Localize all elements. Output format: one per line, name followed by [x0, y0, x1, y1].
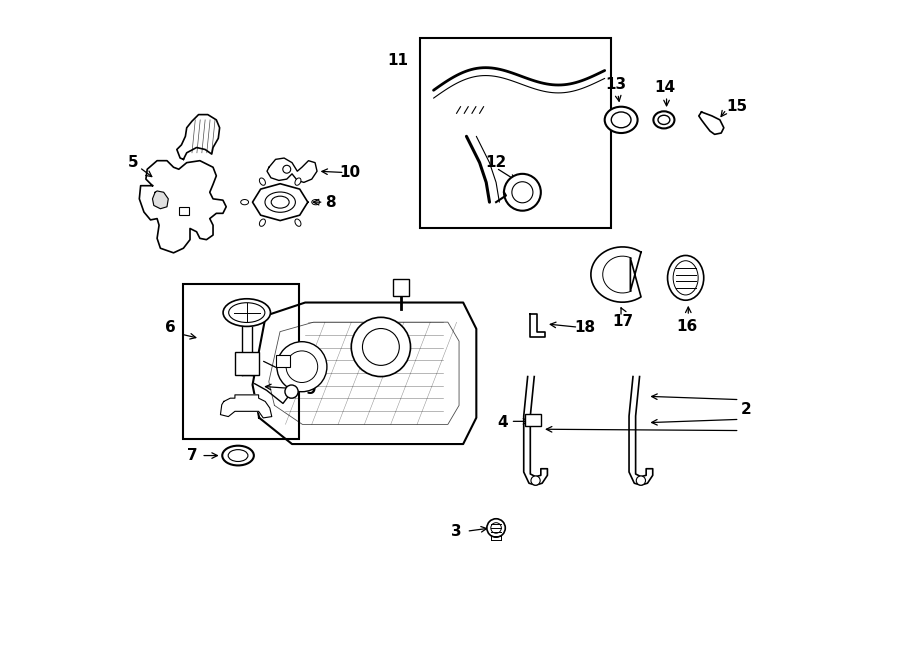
Bar: [420, 38, 611, 229]
Ellipse shape: [295, 219, 301, 226]
Circle shape: [512, 182, 533, 203]
Bar: [525, 414, 541, 426]
Circle shape: [351, 317, 410, 377]
Text: 10: 10: [339, 165, 361, 180]
Polygon shape: [140, 161, 226, 253]
Polygon shape: [629, 377, 652, 485]
Ellipse shape: [259, 219, 266, 226]
Ellipse shape: [673, 260, 698, 295]
Text: 14: 14: [654, 80, 676, 95]
Ellipse shape: [265, 192, 295, 212]
Circle shape: [285, 385, 298, 398]
Circle shape: [283, 165, 291, 173]
Text: 2: 2: [741, 402, 751, 417]
Polygon shape: [220, 395, 272, 418]
Circle shape: [363, 329, 400, 366]
Circle shape: [487, 519, 505, 537]
Ellipse shape: [311, 200, 320, 205]
Bar: [275, 355, 290, 367]
Ellipse shape: [222, 446, 254, 465]
Text: 18: 18: [574, 320, 596, 334]
Text: 11: 11: [388, 53, 409, 68]
Text: 7: 7: [186, 448, 197, 463]
Text: 15: 15: [726, 99, 748, 114]
Text: 5: 5: [128, 155, 138, 170]
Circle shape: [277, 342, 327, 392]
Polygon shape: [591, 247, 641, 302]
Ellipse shape: [223, 299, 271, 327]
Ellipse shape: [295, 178, 301, 185]
Circle shape: [491, 523, 501, 533]
Bar: [392, 280, 409, 296]
Polygon shape: [253, 184, 308, 221]
Polygon shape: [152, 191, 168, 209]
Ellipse shape: [658, 115, 670, 124]
Bar: [179, 207, 189, 215]
Polygon shape: [530, 314, 544, 337]
Ellipse shape: [259, 178, 266, 185]
Circle shape: [286, 351, 318, 383]
Polygon shape: [267, 158, 317, 182]
Text: 8: 8: [325, 194, 336, 210]
Text: 17: 17: [612, 314, 633, 329]
Ellipse shape: [668, 255, 704, 300]
Polygon shape: [176, 114, 220, 159]
Polygon shape: [253, 303, 476, 444]
Circle shape: [531, 476, 540, 485]
Ellipse shape: [229, 303, 265, 323]
Ellipse shape: [240, 200, 248, 205]
Text: 6: 6: [165, 320, 176, 335]
Ellipse shape: [611, 112, 631, 128]
Circle shape: [504, 174, 541, 211]
Bar: [184, 284, 299, 439]
Ellipse shape: [229, 449, 248, 461]
Text: 12: 12: [485, 155, 507, 170]
Text: 16: 16: [676, 319, 698, 334]
Polygon shape: [524, 377, 547, 485]
Text: 9: 9: [305, 382, 316, 397]
Ellipse shape: [605, 106, 637, 133]
Ellipse shape: [271, 196, 289, 208]
Circle shape: [636, 476, 645, 485]
Polygon shape: [698, 112, 724, 134]
Text: 3: 3: [451, 524, 462, 539]
Bar: [235, 352, 258, 375]
Text: 1: 1: [244, 352, 255, 368]
Text: 4: 4: [498, 415, 508, 430]
Ellipse shape: [653, 111, 674, 128]
Text: 13: 13: [606, 77, 626, 93]
